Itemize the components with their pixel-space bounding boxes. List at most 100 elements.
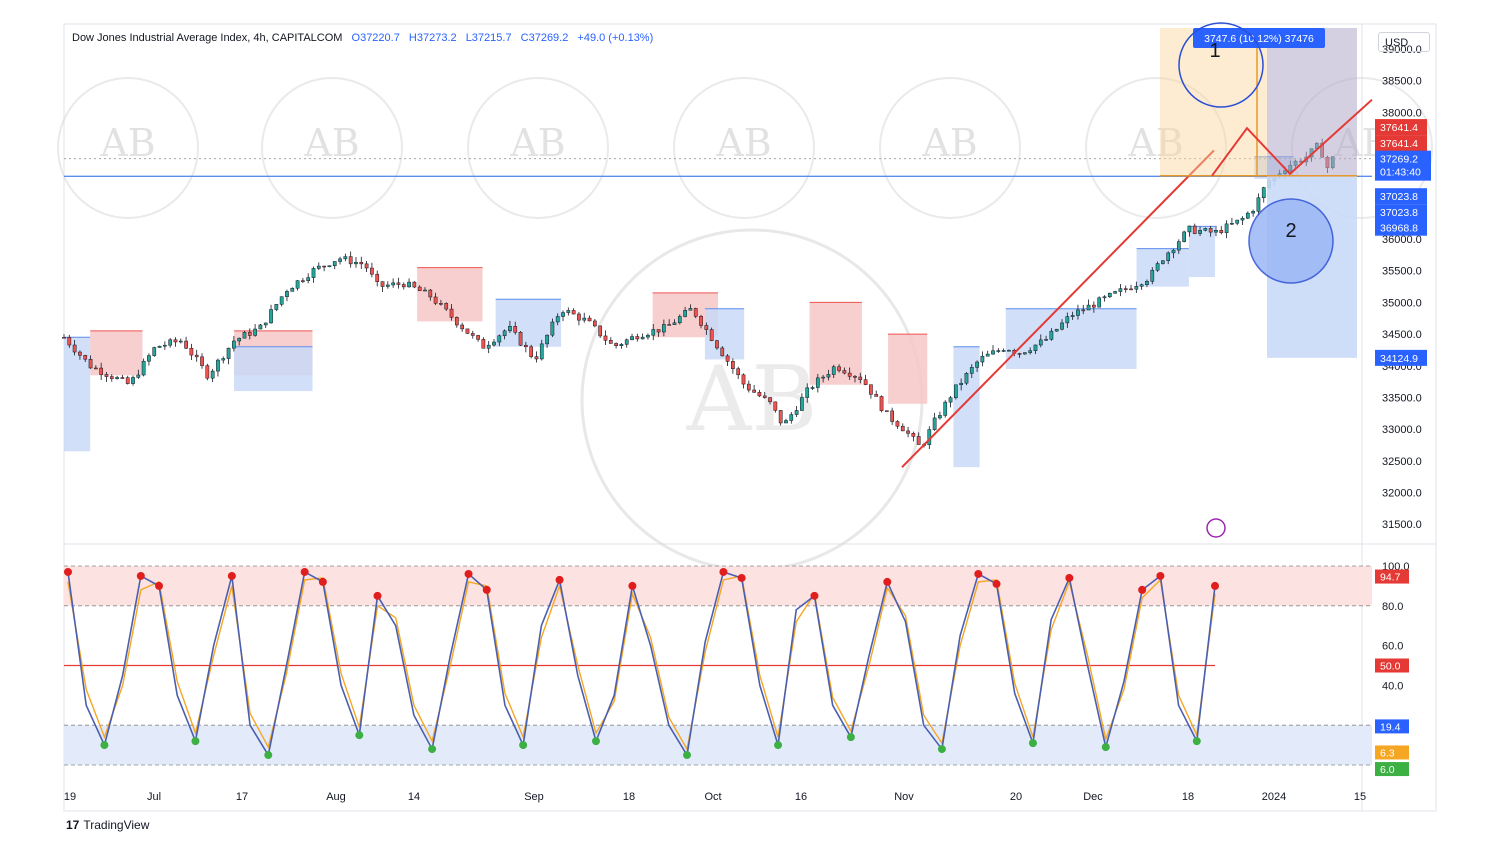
price-tick-label: 32000.0	[1382, 487, 1422, 499]
stoch-tick-label: 60.0	[1382, 641, 1403, 653]
x-tick-label: 14	[408, 791, 420, 803]
candle-body	[476, 335, 480, 340]
price-tick-label: 35500.0	[1382, 266, 1422, 278]
oversold-band	[64, 725, 1372, 765]
candle-body	[1261, 187, 1266, 198]
candle-body	[826, 374, 831, 378]
stoch-tag: 6.3	[1380, 747, 1395, 759]
candle-body	[285, 291, 289, 297]
candle-body	[810, 387, 815, 389]
candle-body	[1224, 223, 1229, 234]
candle-body	[906, 430, 910, 434]
candle-body	[423, 289, 427, 292]
stoch-oversold-dot	[355, 731, 364, 740]
candle-body	[842, 370, 847, 374]
candle-body	[709, 329, 714, 341]
candle-body	[667, 324, 672, 326]
candle-body	[996, 350, 1001, 352]
stoch-overbought-dot	[719, 567, 728, 576]
ohlc-close: C37269.2	[520, 32, 569, 44]
candle-body	[465, 328, 470, 334]
candle-body	[1092, 304, 1096, 308]
stoch-oversold-dot	[519, 741, 528, 750]
candle-body	[778, 410, 783, 424]
candle-body	[322, 265, 326, 268]
candle-body	[486, 344, 491, 349]
price-tick-label: 33000.0	[1382, 424, 1422, 436]
stoch-overbought-dot	[155, 581, 164, 590]
price-zone	[64, 337, 91, 452]
stoch-overbought-dot	[810, 591, 819, 600]
price-tag-blue: 36968.8	[1380, 223, 1418, 235]
ohlc-open: O37220.7	[351, 32, 400, 44]
candle-body	[640, 336, 645, 340]
candle-body	[768, 397, 772, 403]
alert-icon	[1206, 518, 1226, 538]
candle-body	[1245, 212, 1250, 219]
watermark-text: AB	[921, 121, 977, 165]
x-tick-label: Aug	[326, 791, 346, 803]
stoch-overbought-dot	[1065, 573, 1074, 582]
price-zone	[495, 299, 562, 347]
stoch-oversold-dot	[428, 745, 437, 754]
price-tick-label: 33500.0	[1382, 392, 1422, 404]
candle-body	[948, 397, 953, 403]
candle-body	[433, 296, 438, 304]
candle-body	[396, 282, 401, 285]
price-tag-blue-bg	[1375, 188, 1427, 205]
candle-body	[1028, 350, 1033, 353]
candle-body	[582, 317, 587, 321]
candle-body	[975, 361, 979, 368]
candle-body	[630, 336, 634, 341]
candle-body	[720, 347, 725, 357]
candle-body	[205, 365, 210, 379]
candle-body	[83, 355, 88, 360]
candle-body	[178, 340, 183, 343]
candle-body	[1187, 225, 1192, 233]
tradingview-logo[interactable]: 17 TradingView	[66, 818, 149, 832]
candle-body	[731, 361, 735, 369]
candle-body	[1134, 286, 1139, 290]
stoch-overbought-dot	[373, 591, 382, 600]
candle-body	[439, 303, 443, 305]
watermark-text: AB	[1127, 121, 1183, 165]
price-tick-label: 38500.0	[1382, 76, 1422, 88]
candle-body	[173, 339, 178, 343]
candle-body	[614, 343, 618, 346]
x-tick-label: 18	[623, 791, 635, 803]
candle-body	[109, 376, 114, 379]
candle-body	[677, 316, 682, 324]
candle-body	[943, 401, 948, 416]
stoch-oversold-dot	[191, 737, 200, 746]
candle-body	[656, 329, 661, 333]
candle-body	[884, 410, 889, 412]
candle-body	[274, 304, 279, 310]
candle-body	[1076, 309, 1080, 316]
candle-body	[1033, 344, 1038, 351]
candle-body	[428, 289, 433, 298]
candle-body	[99, 367, 104, 375]
candle-body	[1102, 296, 1107, 299]
candle-body	[163, 344, 167, 347]
candle-body	[1139, 284, 1144, 287]
stoch-tick-label: 80.0	[1382, 601, 1403, 613]
candle-body	[1182, 231, 1186, 242]
price-tag-blue: 34124.9	[1380, 353, 1418, 365]
price-tick-label: 36000.0	[1382, 234, 1422, 246]
current-price-tag: 37269.2	[1380, 154, 1418, 166]
candle-body	[1240, 217, 1245, 221]
candle-body	[1123, 288, 1128, 290]
candle-body	[1113, 291, 1117, 294]
candle-body	[900, 425, 905, 432]
currency-selector[interactable]: USD	[1378, 32, 1430, 52]
candle-body	[136, 374, 141, 378]
candle-body	[752, 389, 756, 393]
stoch-overbought-dot	[464, 569, 473, 578]
candle-body	[301, 280, 305, 282]
candle-body	[561, 312, 565, 317]
price-tag-red-bg	[1375, 119, 1427, 136]
candle-body	[746, 383, 751, 391]
candle-body	[1166, 252, 1171, 262]
candle-body	[762, 395, 767, 398]
